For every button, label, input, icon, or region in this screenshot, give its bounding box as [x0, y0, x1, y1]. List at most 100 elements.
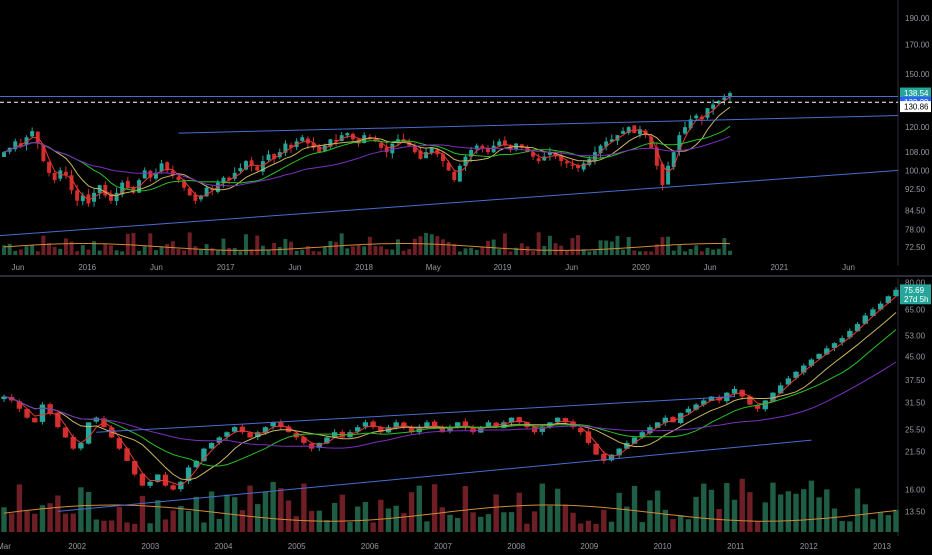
candle-body: [824, 348, 830, 355]
volume-bar: [724, 483, 730, 532]
volume-bar: [238, 251, 243, 255]
volume-bar: [345, 248, 350, 255]
candle-body: [754, 405, 761, 409]
candle-body: [85, 422, 92, 444]
candle-body: [604, 141, 609, 147]
time-axis-label: Mar: [0, 542, 11, 550]
volume-bar: [435, 236, 440, 255]
volume-bar: [170, 241, 175, 255]
candle-body: [165, 162, 170, 171]
candle-body: [485, 422, 492, 427]
volume-bar: [390, 249, 395, 255]
volume-bar: [178, 505, 184, 532]
candle-body: [278, 422, 284, 428]
candle-body: [431, 421, 438, 428]
candle-body: [501, 422, 507, 429]
volume-bar: [16, 484, 23, 532]
time-axis-label: Jun: [704, 263, 717, 272]
volume-bar: [266, 249, 271, 255]
volume-bar: [739, 478, 745, 532]
volume-bar: [624, 506, 630, 532]
volume-bar: [244, 234, 248, 255]
candle-body: [13, 141, 18, 150]
candle-body: [486, 148, 490, 153]
volume-bar: [362, 246, 367, 255]
volume-bar: [108, 520, 115, 532]
volume-bar: [385, 508, 392, 532]
price-axis-label: 150.00: [905, 70, 930, 79]
time-axis-label: 2007: [434, 542, 452, 550]
volume-ma-line: [3, 504, 897, 522]
candle-body: [393, 422, 399, 428]
candle-body: [587, 158, 592, 165]
volume-bar: [24, 510, 30, 532]
price-axis-label: 16.00: [905, 486, 926, 495]
volume-bar: [824, 489, 830, 532]
candle-body: [502, 140, 507, 146]
candle-body: [39, 404, 46, 422]
volume-bar: [289, 241, 293, 255]
volume-bar: [508, 251, 513, 255]
candle-body: [324, 437, 330, 444]
candle-body: [316, 442, 322, 448]
price-axis-label: 190.00: [905, 14, 930, 23]
candle-body: [373, 139, 378, 142]
volume-bar: [58, 248, 63, 255]
volume-bar: [18, 249, 23, 255]
volume-bar: [7, 243, 12, 255]
candle-body: [317, 146, 322, 153]
candle-body: [463, 156, 468, 167]
candle-body: [570, 164, 575, 166]
candle-body: [480, 145, 485, 148]
volume-bar: [716, 509, 722, 532]
volume-bar: [193, 496, 199, 532]
candle-body: [390, 143, 395, 154]
volume-bar: [677, 515, 684, 532]
volume-bar: [317, 251, 322, 255]
candle-body: [362, 422, 369, 427]
volume-bar: [531, 251, 535, 255]
candle-body: [639, 432, 645, 438]
volume-bar: [55, 495, 61, 532]
candle-body: [539, 427, 545, 432]
volume-bars: [2, 232, 732, 255]
candle-body: [334, 139, 339, 142]
candle-body: [262, 427, 269, 433]
candle-body: [227, 177, 232, 181]
volume-bar: [502, 233, 507, 255]
candle-body: [531, 427, 538, 433]
volume-bar: [418, 236, 423, 255]
candle-body: [469, 149, 474, 157]
volume-bar: [564, 250, 569, 255]
time-axis-label: 2006: [361, 542, 379, 550]
price-axis-label: 37.50: [905, 376, 926, 385]
volume-bar: [270, 481, 276, 532]
candle-body: [208, 442, 215, 449]
price-axis-label: 170.00: [905, 40, 930, 49]
candle-body: [24, 409, 30, 418]
volume-bar: [639, 522, 645, 532]
volume-bar: [373, 246, 378, 255]
volume-bar: [654, 490, 661, 532]
volume-bar: [24, 246, 29, 255]
candle-body: [662, 417, 669, 423]
volume-bar: [598, 240, 603, 255]
volume-bar: [162, 519, 169, 532]
candle-body: [132, 460, 138, 475]
price-axis-label: 72.50: [905, 243, 926, 252]
time-axis-label: 2021: [770, 263, 788, 272]
price-axis-label: 92.50: [905, 185, 926, 194]
candle-body: [747, 396, 753, 405]
candle-body: [255, 432, 261, 438]
candle-body: [609, 139, 614, 142]
candle-body: [454, 422, 461, 428]
candle-body: [497, 141, 502, 146]
candle-body: [452, 171, 457, 181]
volume-bar: [139, 495, 146, 532]
candle-body: [193, 194, 198, 201]
volume-bar: [785, 491, 792, 532]
volume-bar: [124, 522, 130, 532]
candle-body: [2, 152, 6, 157]
volume-bar: [626, 237, 631, 255]
candle-body: [255, 166, 260, 171]
